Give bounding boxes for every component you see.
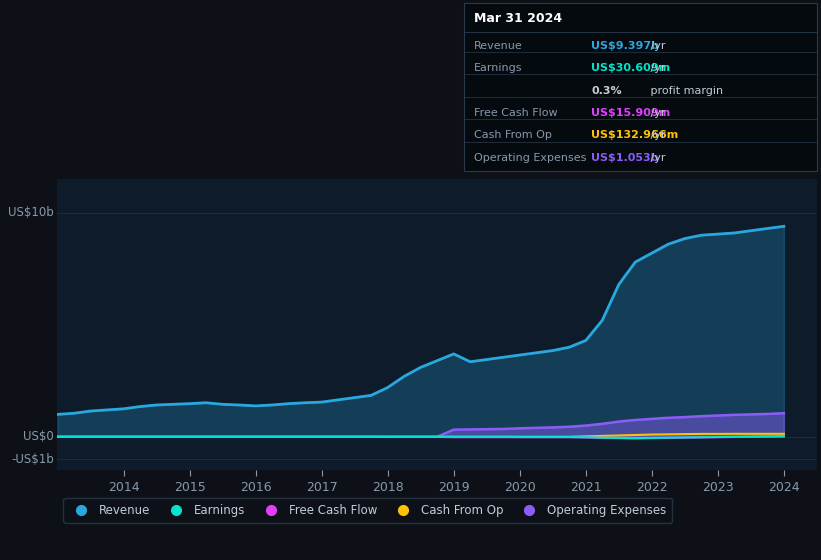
- Text: /yr: /yr: [647, 108, 666, 118]
- Text: US$30.609m: US$30.609m: [591, 63, 670, 73]
- Text: Free Cash Flow: Free Cash Flow: [474, 108, 557, 118]
- Text: US$9.397b: US$9.397b: [591, 41, 659, 51]
- Text: 0.3%: 0.3%: [591, 86, 621, 96]
- Text: Earnings: Earnings: [474, 63, 522, 73]
- Text: US$15.909m: US$15.909m: [591, 108, 671, 118]
- Legend: Revenue, Earnings, Free Cash Flow, Cash From Op, Operating Expenses: Revenue, Earnings, Free Cash Flow, Cash …: [63, 498, 672, 522]
- Text: Mar 31 2024: Mar 31 2024: [474, 12, 562, 25]
- Text: /yr: /yr: [647, 63, 666, 73]
- Text: Revenue: Revenue: [474, 41, 522, 51]
- Text: US$1.053b: US$1.053b: [591, 153, 658, 163]
- Text: /yr: /yr: [647, 130, 666, 141]
- Text: /yr: /yr: [647, 41, 666, 51]
- Text: Operating Expenses: Operating Expenses: [474, 153, 586, 163]
- Text: US$132.966m: US$132.966m: [591, 130, 678, 141]
- Text: /yr: /yr: [647, 153, 666, 163]
- Text: Cash From Op: Cash From Op: [474, 130, 552, 141]
- Text: profit margin: profit margin: [647, 86, 723, 96]
- Text: -US$1b: -US$1b: [11, 452, 53, 466]
- Text: US$0: US$0: [23, 430, 53, 444]
- Text: US$10b: US$10b: [8, 206, 53, 220]
